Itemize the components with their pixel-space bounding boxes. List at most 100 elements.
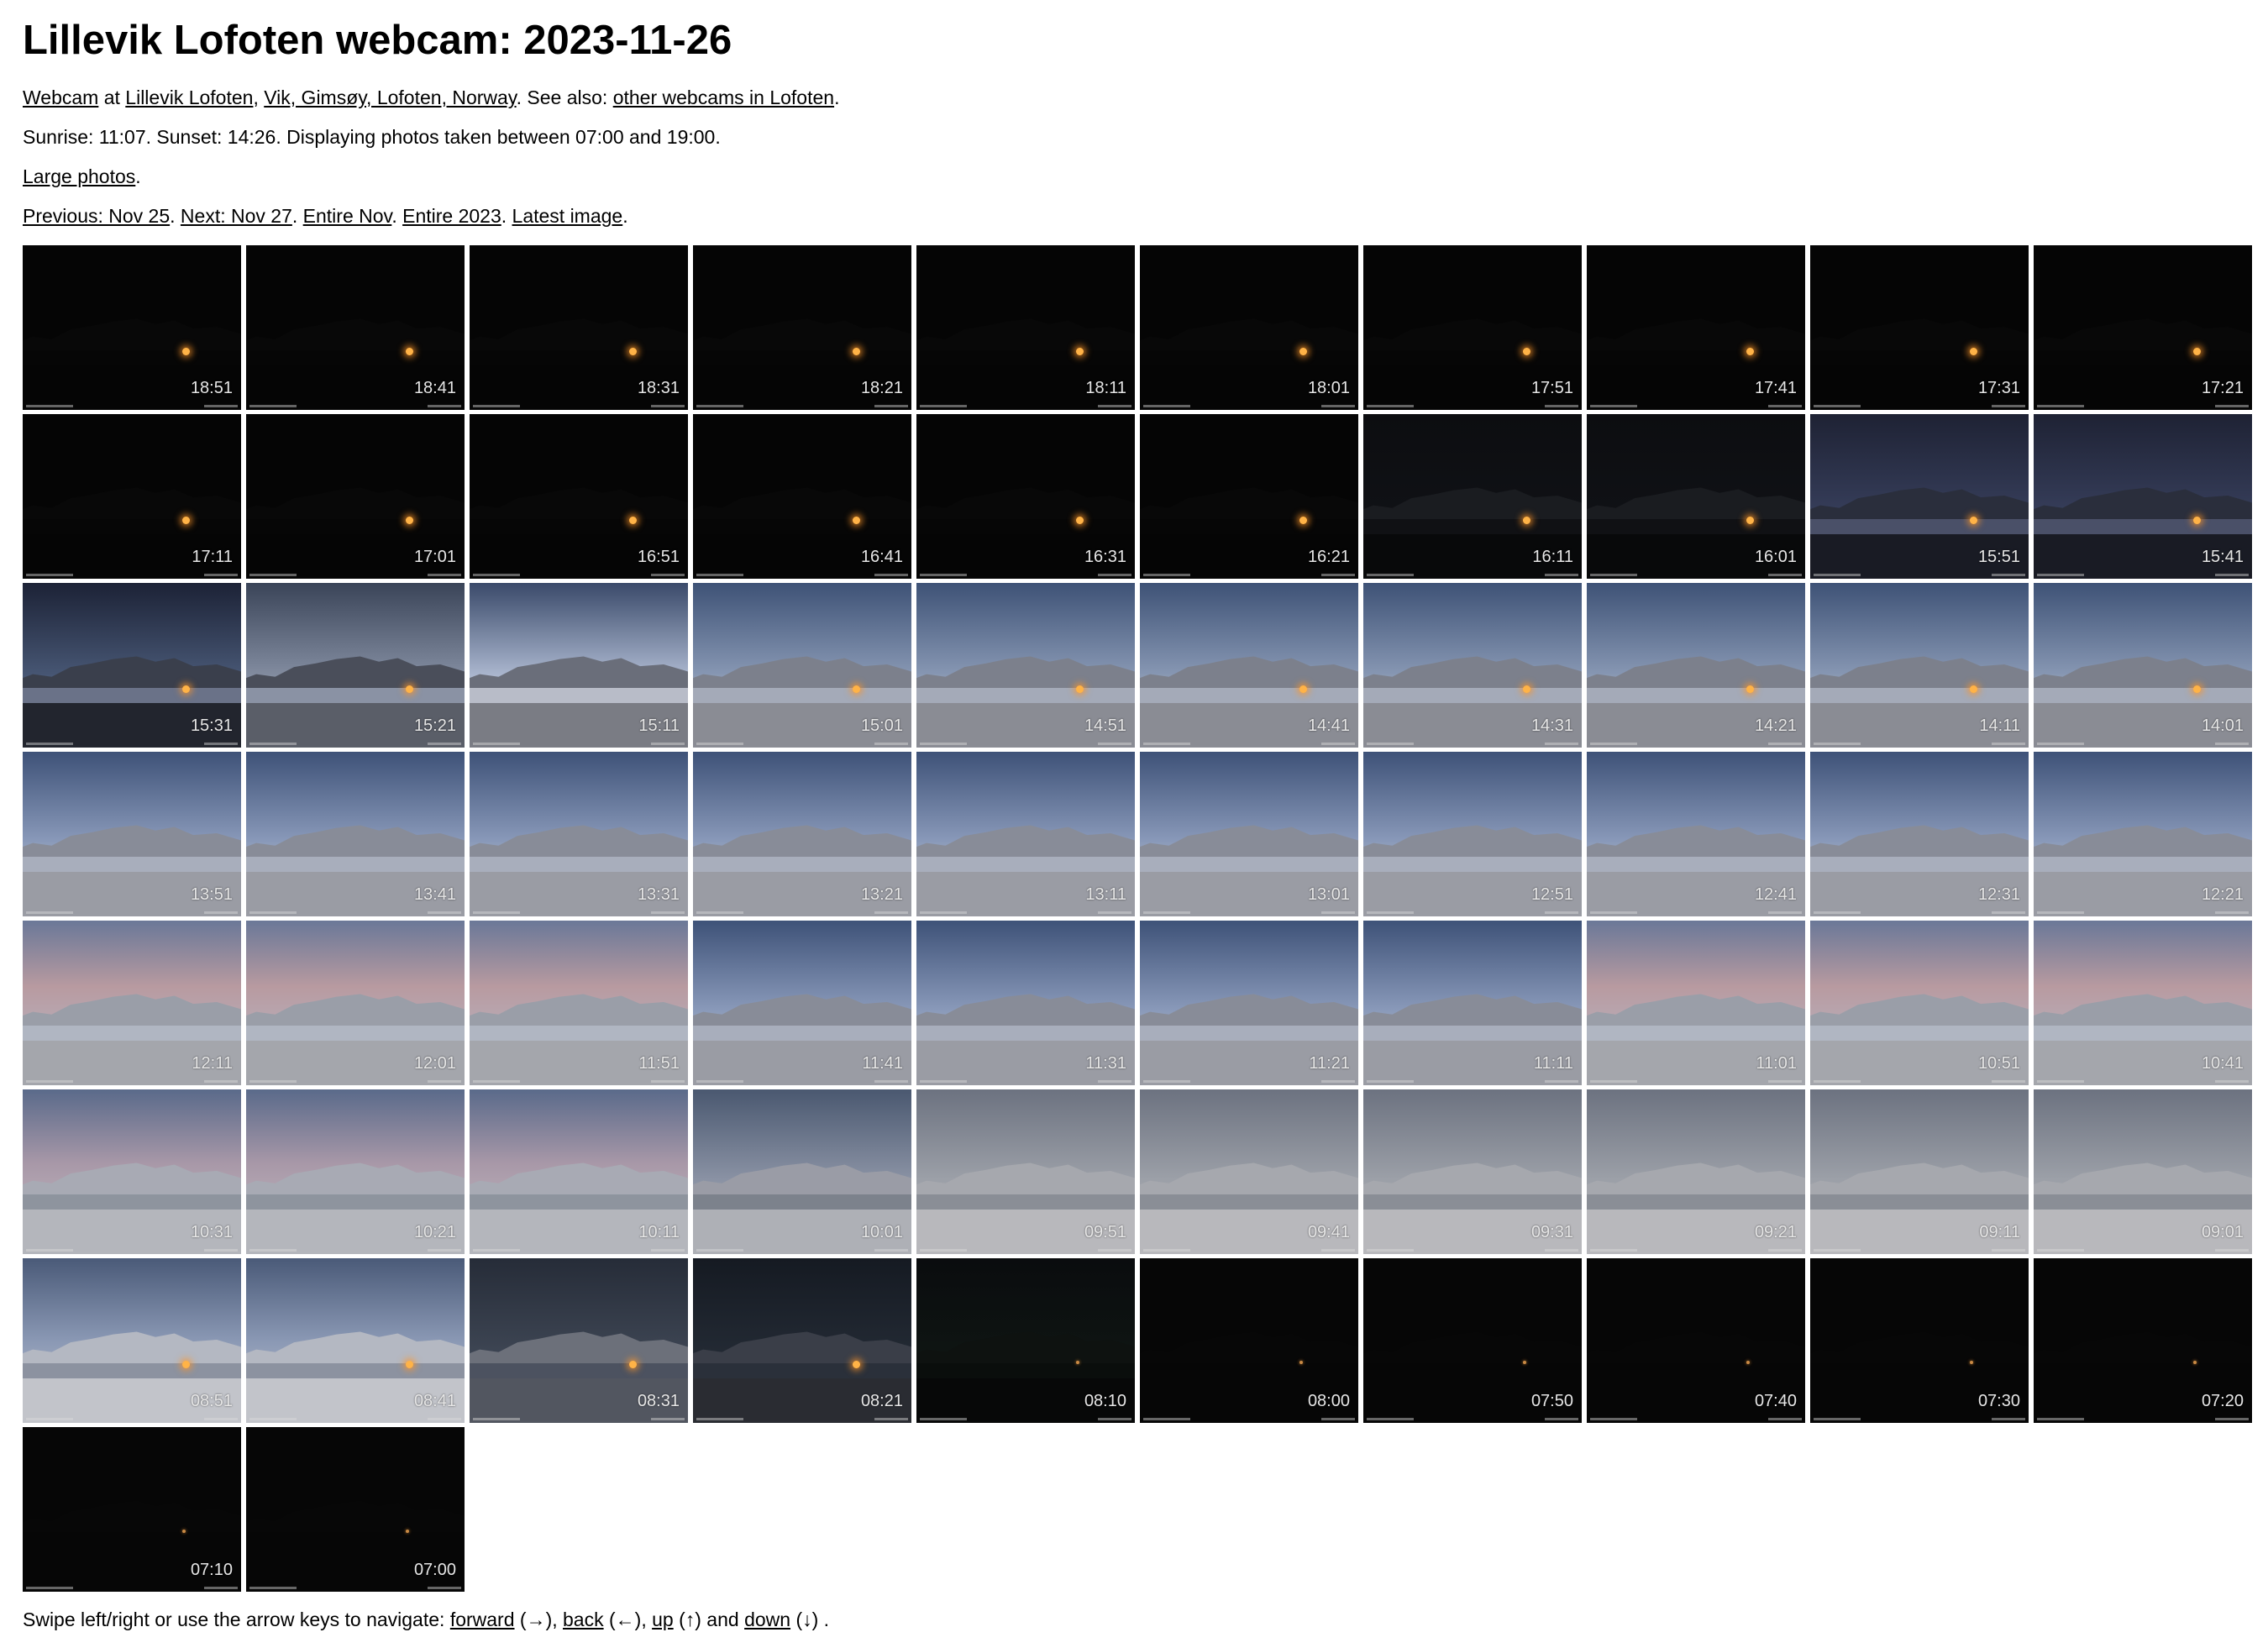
webcam-photo-thumbnail[interactable]: 18:01 [1140, 245, 1358, 410]
webcam-photo-thumbnail[interactable]: 09:11 [1810, 1089, 2029, 1254]
webcam-photo-thumbnail[interactable]: 18:11 [916, 245, 1135, 410]
webcam-photo-thumbnail[interactable]: 17:41 [1587, 245, 1805, 410]
webcam-photo-thumbnail[interactable]: 13:01 [1140, 752, 1358, 916]
webcam-photo-thumbnail[interactable]: 09:31 [1363, 1089, 1582, 1254]
photo-source-stamp [1768, 1080, 1802, 1083]
webcam-photo-thumbnail[interactable]: 08:10 [916, 1258, 1135, 1423]
photo-source-stamp [651, 405, 685, 407]
webcam-photo-thumbnail[interactable]: 14:41 [1140, 583, 1358, 748]
webcam-photo-thumbnail[interactable]: 16:11 [1363, 414, 1582, 579]
large-photos-link[interactable]: Large photos [23, 165, 136, 187]
photo-light-spot [1746, 685, 1754, 693]
photo-source-stamp [874, 1249, 908, 1252]
webcam-photo-thumbnail[interactable]: 15:11 [470, 583, 688, 748]
latest-image-link[interactable]: Latest image [512, 205, 623, 227]
webcam-photo-thumbnail[interactable]: 12:21 [2034, 752, 2252, 916]
webcam-photo-thumbnail[interactable]: 07:00 [246, 1427, 465, 1592]
webcam-link[interactable]: Webcam [23, 87, 99, 108]
forward-link[interactable]: forward [449, 1609, 515, 1630]
webcam-photo-thumbnail[interactable]: 14:51 [916, 583, 1135, 748]
webcam-photo-thumbnail[interactable]: 18:51 [23, 245, 241, 410]
webcam-photo-thumbnail[interactable]: 11:31 [916, 921, 1135, 1085]
place-link[interactable]: Lillevik Lofoten [125, 87, 254, 108]
down-link[interactable]: down [744, 1609, 791, 1630]
webcam-photo-thumbnail[interactable]: 11:21 [1140, 921, 1358, 1085]
photo-source-stamp [1321, 743, 1355, 745]
webcam-photo-thumbnail[interactable]: 18:41 [246, 245, 465, 410]
webcam-photo-thumbnail[interactable]: 08:21 [693, 1258, 911, 1423]
webcam-photo-thumbnail[interactable]: 17:21 [2034, 245, 2252, 410]
photo-ground [1810, 365, 2029, 410]
photo-date-stamp [2037, 743, 2084, 745]
webcam-photo-thumbnail[interactable]: 15:41 [2034, 414, 2252, 579]
webcam-photo-thumbnail[interactable]: 10:41 [2034, 921, 2252, 1085]
location-link[interactable]: Vik, Gimsøy, Lofoten, Norway [264, 87, 517, 108]
next-day-link[interactable]: Next: Nov 27 [180, 205, 292, 227]
webcam-photo-thumbnail[interactable]: 11:01 [1587, 921, 1805, 1085]
previous-day-link[interactable]: Previous: Nov 25 [23, 205, 171, 227]
webcam-photo-thumbnail[interactable]: 15:31 [23, 583, 241, 748]
webcam-photo-thumbnail[interactable]: 15:51 [1810, 414, 2029, 579]
webcam-photo-thumbnail[interactable]: 17:11 [23, 414, 241, 579]
webcam-photo-thumbnail[interactable]: 17:31 [1810, 245, 2029, 410]
webcam-photo-thumbnail[interactable]: 07:30 [1810, 1258, 2029, 1423]
webcam-photo-thumbnail[interactable]: 18:31 [470, 245, 688, 410]
webcam-photo-thumbnail[interactable]: 16:31 [916, 414, 1135, 579]
webcam-photo-thumbnail[interactable]: 14:01 [2034, 583, 2252, 748]
webcam-photo-thumbnail[interactable]: 13:51 [23, 752, 241, 916]
webcam-photo-thumbnail[interactable]: 16:41 [693, 414, 911, 579]
webcam-photo-thumbnail[interactable]: 08:31 [470, 1258, 688, 1423]
webcam-photo-thumbnail[interactable]: 16:51 [470, 414, 688, 579]
entire-month-link[interactable]: Entire Nov [302, 205, 392, 227]
webcam-photo-thumbnail[interactable]: 10:11 [470, 1089, 688, 1254]
webcam-photo-thumbnail[interactable]: 10:21 [246, 1089, 465, 1254]
webcam-photo-thumbnail[interactable]: 08:41 [246, 1258, 465, 1423]
webcam-photo-thumbnail[interactable]: 07:50 [1363, 1258, 1582, 1423]
webcam-photo-thumbnail[interactable]: 11:11 [1363, 921, 1582, 1085]
webcam-photo-thumbnail[interactable]: 10:31 [23, 1089, 241, 1254]
webcam-photo-thumbnail[interactable]: 15:21 [246, 583, 465, 748]
other-webcams-link[interactable]: other webcams in Lofoten [612, 87, 835, 108]
photo-time-label: 14:31 [1530, 716, 1573, 735]
webcam-photo-thumbnail[interactable]: 11:51 [470, 921, 688, 1085]
webcam-photo-thumbnail[interactable]: 13:31 [470, 752, 688, 916]
webcam-photo-thumbnail[interactable]: 09:41 [1140, 1089, 1358, 1254]
webcam-photo-thumbnail[interactable]: 10:01 [693, 1089, 911, 1254]
webcam-photo-thumbnail[interactable]: 08:51 [23, 1258, 241, 1423]
webcam-photo-thumbnail[interactable]: 12:51 [1363, 752, 1582, 916]
webcam-photo-thumbnail[interactable]: 11:41 [693, 921, 911, 1085]
webcam-photo-thumbnail[interactable]: 12:01 [246, 921, 465, 1085]
webcam-photo-thumbnail[interactable]: 16:21 [1140, 414, 1358, 579]
webcam-photo-thumbnail[interactable]: 12:41 [1587, 752, 1805, 916]
webcam-photo-thumbnail[interactable]: 12:11 [23, 921, 241, 1085]
webcam-photo-thumbnail[interactable]: 07:10 [23, 1427, 241, 1592]
webcam-photo-thumbnail[interactable]: 08:00 [1140, 1258, 1358, 1423]
webcam-photo-thumbnail[interactable]: 14:21 [1587, 583, 1805, 748]
webcam-photo-thumbnail[interactable]: 15:01 [693, 583, 911, 748]
webcam-photo-thumbnail[interactable]: 09:51 [916, 1089, 1135, 1254]
photo-source-stamp [2215, 911, 2249, 914]
webcam-photo-thumbnail[interactable]: 13:11 [916, 752, 1135, 916]
webcam-photo-thumbnail[interactable]: 07:40 [1587, 1258, 1805, 1423]
webcam-photo-thumbnail[interactable]: 12:31 [1810, 752, 2029, 916]
photo-water [693, 1026, 911, 1043]
webcam-photo-thumbnail[interactable]: 17:01 [246, 414, 465, 579]
webcam-photo-thumbnail[interactable]: 07:20 [2034, 1258, 2252, 1423]
back-link[interactable]: back [563, 1609, 604, 1630]
webcam-photo-thumbnail[interactable]: 14:31 [1363, 583, 1582, 748]
webcam-photo-thumbnail[interactable]: 10:51 [1810, 921, 2029, 1085]
webcam-photo-thumbnail[interactable]: 17:51 [1363, 245, 1582, 410]
photo-date-stamp [2037, 1418, 2084, 1420]
photo-water [1810, 350, 2029, 368]
webcam-photo-thumbnail[interactable]: 13:41 [246, 752, 465, 916]
webcam-photo-thumbnail[interactable]: 14:11 [1810, 583, 2029, 748]
entire-year-link[interactable]: Entire 2023 [402, 205, 501, 227]
webcam-photo-thumbnail[interactable]: 13:21 [693, 752, 911, 916]
photo-source-stamp [2215, 574, 2249, 576]
webcam-photo-thumbnail[interactable]: 16:01 [1587, 414, 1805, 579]
webcam-photo-thumbnail[interactable]: 09:21 [1587, 1089, 1805, 1254]
up-link[interactable]: up [652, 1609, 674, 1630]
webcam-photo-thumbnail[interactable]: 09:01 [2034, 1089, 2252, 1254]
webcam-photo-thumbnail[interactable]: 18:21 [693, 245, 911, 410]
photo-time-label: 17:31 [1977, 379, 2020, 397]
